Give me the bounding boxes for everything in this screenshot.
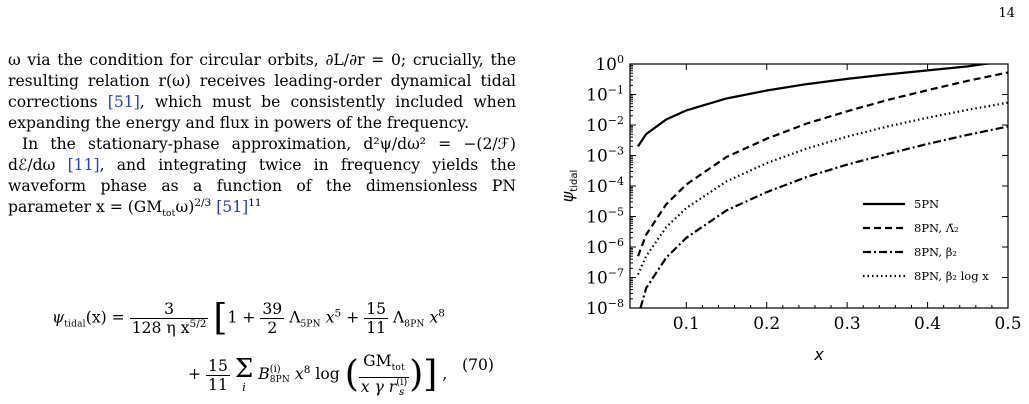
y-tick-label: 10−7 [586, 267, 624, 289]
x-tick-label: 0.3 [834, 314, 861, 334]
equation-number: (70) [461, 356, 494, 374]
series-line-3 [639, 125, 1008, 308]
citation-link[interactable]: [51] [216, 198, 249, 216]
series-group [636, 64, 1008, 308]
x-tick-label: 0.4 [914, 314, 941, 334]
x-tick-label: 0.5 [994, 314, 1021, 334]
paragraph-2: In the stationary-phase approximation, d… [8, 135, 516, 220]
legend-label: 5PN [914, 197, 939, 211]
x-axis-label: x [813, 345, 824, 364]
series-line-2 [636, 71, 1008, 257]
citation-link[interactable]: [11] [67, 156, 100, 174]
fraction: 15 11 [206, 356, 230, 394]
y-tick-label: 10−4 [586, 175, 624, 197]
x-axis: 0.1 0.2 0.3 0.4 0.5 [673, 64, 1022, 334]
citation-link[interactable]: [51] [107, 93, 140, 111]
page-number: 14 [998, 6, 1015, 21]
legend-label: 8PN, β₂ [914, 245, 957, 259]
x-tick-label: 0.2 [753, 314, 780, 334]
fraction: GMtot x γ r (i) s [358, 352, 410, 399]
equation-line-1: ψtidal(x) = 3 128 η x5/2 [1 + 39 2 Λ5PN x5… [52, 297, 445, 339]
paragraph-1: ω via the condition for circular orbits,… [8, 51, 516, 132]
footnote-mark[interactable]: 11 [248, 196, 262, 209]
series-line-1 [637, 64, 996, 148]
y-tick-label: 10−6 [586, 236, 624, 258]
y-axis-label: ψtidal [558, 170, 580, 203]
text-column: ω via the condition for circular orbits,… [8, 50, 516, 225]
y-tick-label: 10−5 [586, 206, 624, 228]
fraction: 3 128 η x5/2 [129, 300, 209, 337]
fraction: 39 2 [260, 300, 285, 337]
y-tick-label: 10−8 [586, 297, 624, 319]
y-tick-label: 10−1 [586, 84, 624, 106]
legend-label: 8PN, Λ̄₂ [914, 221, 959, 235]
fraction: 15 11 [364, 300, 389, 337]
y-axis: 100 10−1 10−2 10−3 10−4 10−5 10−6 10−7 10−8 [586, 53, 1008, 319]
y-tick-label: 10−3 [586, 145, 624, 167]
y-tick-label: 10−2 [586, 114, 624, 136]
x-tick-label: 0.1 [673, 314, 700, 334]
legend-label: 8PN, β₂ log x [914, 269, 989, 283]
y-tick-label: 100 [595, 53, 624, 75]
legend: 5PN 8PN, Λ̄₂ 8PN, β₂ 8PN, β₂ log x [863, 197, 989, 283]
equation-70: ψtidal(x) = 3 128 η x5/2 [1 + 39 2 Λ5PN x5… [8, 292, 516, 400]
psi-tidal-chart: 0.1 0.2 0.3 0.4 0.5 10010−110−210−310−410−51… [558, 53, 1022, 364]
